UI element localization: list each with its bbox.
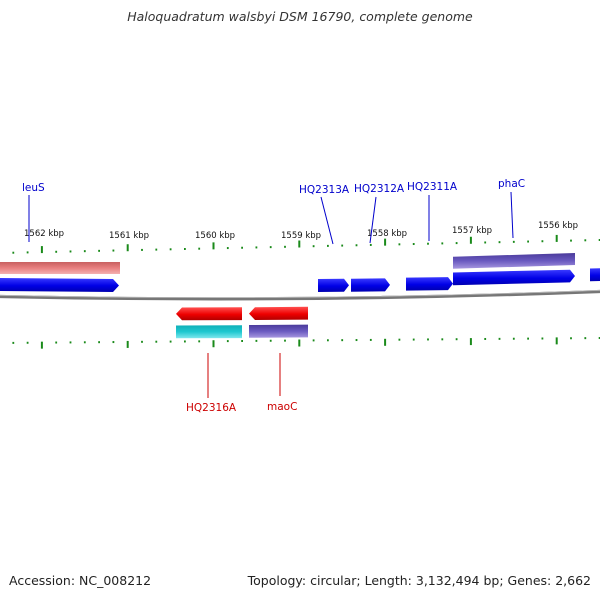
gene-label-hq2312a: HQ2312A xyxy=(354,183,405,195)
gene-label-phac: phaC xyxy=(498,178,525,190)
tick-label: 1561 kbp xyxy=(109,231,149,241)
tick-label: 1556 kbp xyxy=(538,221,578,231)
accession-label: Accession: NC_008212 xyxy=(9,573,152,588)
gene-label-hq2316a: HQ2316A xyxy=(186,402,237,414)
cds-arrow-hq2311a xyxy=(406,277,453,291)
tick-label: 1560 kbp xyxy=(195,231,235,241)
label-leaders xyxy=(28,191,514,398)
cds-arrow-maoc xyxy=(249,306,308,320)
tick-label: 1558 kbp xyxy=(367,229,407,239)
gene-feature-hq2316a xyxy=(176,325,242,339)
plus-strand-features xyxy=(0,253,600,292)
gene-label-hq2313a: HQ2313A xyxy=(299,184,350,196)
cds-arrow-hq2313a xyxy=(318,278,349,292)
cds-arrow-hq2312a xyxy=(351,278,390,292)
tick-label: 1557 kbp xyxy=(452,226,492,236)
gene-label-hq2311a: HQ2311A xyxy=(407,181,458,193)
gene-label-leus: leuS xyxy=(22,182,45,194)
tick-label: 1562 kbp xyxy=(24,229,64,239)
gene-label-group: leuS HQ2313A HQ2312A HQ2311A phaC HQ2316… xyxy=(22,178,525,414)
topology-label: Topology: circular; Length: 3,132,494 bp… xyxy=(247,573,591,588)
gene-feature-maoc xyxy=(249,324,308,338)
cds-arrow-phac xyxy=(453,269,575,286)
upper-tick-row xyxy=(12,234,600,254)
gene-label-maoc: maoC xyxy=(267,401,297,413)
tick-labels: 1562 kbp 1561 kbp 1560 kbp 1559 kbp 1558 kbp… xyxy=(24,221,578,241)
tick-label: 1559 kbp xyxy=(281,231,321,241)
map-title: Haloquadratum walsbyi DSM 16790, complet… xyxy=(127,9,473,24)
cds-arrow-next xyxy=(590,268,600,282)
cds-arrow-leus xyxy=(0,278,119,292)
lower-tick-row xyxy=(12,337,600,349)
gene-feature-leus xyxy=(0,262,120,274)
minus-strand-features xyxy=(176,306,308,339)
cds-arrow-hq2316a xyxy=(176,307,242,321)
genome-backbone xyxy=(0,289,600,301)
gene-feature-phac xyxy=(453,253,575,269)
